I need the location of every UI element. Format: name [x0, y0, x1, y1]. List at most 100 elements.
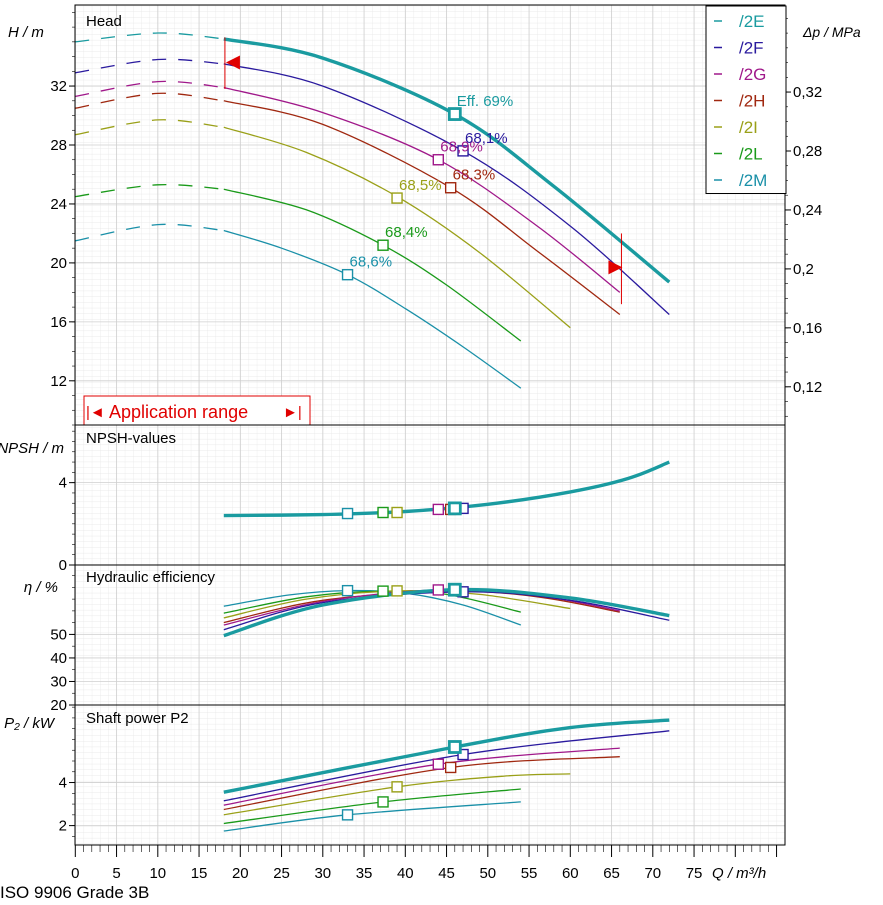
standard-footer: ISO 9906 Grade 3B — [0, 883, 149, 902]
application-range-label: Application range — [109, 402, 248, 422]
y-tick-label: 12 — [50, 373, 67, 390]
y2-tick-label: 0,16 — [793, 320, 822, 337]
legend-label-2I: /2I — [739, 118, 758, 137]
power-bep-marker-2M — [341, 809, 354, 821]
legend-label-2H: /2H — [739, 92, 765, 111]
head-curve-2E-dashed — [75, 32, 224, 43]
npsh-curve-2E — [223, 460, 670, 518]
y2-tick-label: 0,32 — [793, 84, 822, 101]
efficiency-label-2E: Eff. 69% — [457, 93, 513, 110]
power-bep-marker-2H — [444, 761, 457, 774]
y2-tick-label: 0,2 — [793, 261, 814, 278]
efficiency-y-axis-label: η / % — [24, 579, 58, 596]
range-start-marker: |◄ — [86, 404, 105, 421]
efficiency-label-2M: 68,6% — [350, 254, 393, 271]
x-tick-label: 15 — [191, 865, 208, 882]
head-bep-marker-2F — [457, 145, 469, 157]
power-bep-marker-2I — [391, 781, 403, 793]
head-curve-2H-dashed — [75, 92, 224, 109]
efficiency-bep-marker-2L — [377, 585, 389, 597]
head-bep-marker-2M — [341, 268, 354, 281]
head-curve-2M-dashed — [75, 223, 224, 242]
head-bep-marker-2E — [447, 107, 462, 121]
npsh-y-axis-label: NPSH / m — [0, 440, 64, 457]
npsh-bep-marker-2I — [391, 506, 403, 519]
x-tick-label: 45 — [438, 865, 455, 882]
efficiency-bep-marker-2M — [341, 584, 354, 597]
efficiency-panel-title: Hydraulic efficiency — [86, 569, 215, 586]
power-bep-marker-2F — [457, 748, 469, 761]
x-tick-label: 40 — [397, 865, 414, 882]
legend-label-2L: /2L — [739, 145, 763, 164]
npsh-bep-marker-2E — [447, 501, 462, 516]
power-y-axis-label: P₂ / kW — [4, 715, 56, 732]
y-tick-label: 16 — [50, 314, 67, 331]
x-tick-label: 0 — [71, 865, 79, 882]
x-axis-label: Q / m³/h — [712, 865, 766, 882]
min-flow-limit-marker — [225, 55, 240, 70]
y2-tick-label: 0,24 — [793, 202, 822, 219]
x-tick-label: 25 — [273, 865, 290, 882]
x-tick-label: 60 — [562, 865, 579, 882]
grid-layer — [74, 5, 785, 845]
y-tick-label: 50 — [50, 626, 67, 643]
power-bep-marker-2L — [377, 796, 389, 808]
head-y-axis-label: H / m — [8, 24, 44, 41]
efficiency-bep-marker-2E — [447, 582, 462, 597]
range-end-marker: ►| — [283, 404, 302, 421]
y2-tick-label: 0,28 — [793, 143, 822, 160]
head-bep-marker-2L — [377, 239, 389, 251]
efficiency-label-2I: 68,5% — [399, 177, 442, 194]
efficiency-grid — [75, 565, 785, 705]
efficiency-bep-marker-2I — [391, 585, 403, 597]
y-tick-label: 32 — [50, 78, 67, 95]
y-tick-label: 40 — [50, 650, 67, 667]
x-tick-label: 50 — [479, 865, 496, 882]
x-tick-label: 65 — [603, 865, 620, 882]
y-tick-label: 20 — [50, 697, 67, 714]
npsh-grid — [75, 425, 785, 565]
efficiency-bep-marker-2G — [432, 584, 444, 596]
labels-layer: Head H / m Δp / MPa NPSH-values NPSH / m… — [0, 12, 861, 902]
power-curve-2I — [223, 773, 571, 816]
legend-label-2G: /2G — [739, 65, 766, 84]
x-tick-label: 5 — [112, 865, 120, 882]
y2-tick-label: 0,12 — [793, 379, 822, 396]
y-tick-label: 4 — [59, 475, 67, 492]
legend-label-2F: /2F — [739, 39, 764, 58]
efficiency-label-2L: 68,4% — [385, 224, 428, 241]
application-range-box — [83, 395, 311, 426]
y-tick-label: 0 — [59, 557, 67, 574]
npsh-bep-marker-2G — [432, 503, 444, 516]
legend-label-2E: /2E — [739, 12, 765, 31]
x-tick-label: 55 — [521, 865, 538, 882]
npsh-panel-title: NPSH-values — [86, 430, 176, 447]
pressure-y-axis-label: Δp / MPa — [802, 24, 861, 40]
legend-label-2M: /2M — [739, 171, 767, 190]
head-grid — [75, 5, 785, 425]
npsh-bep-marker-2M — [341, 507, 354, 520]
x-tick-label: 20 — [232, 865, 249, 882]
head-bep-marker-2I — [391, 192, 403, 204]
efficiency-label-2G: 68,9% — [440, 139, 483, 156]
efficiency-label-2F: 68,1% — [465, 130, 508, 147]
npsh-bep-marker-2L — [377, 506, 389, 519]
x-tick-label: 75 — [686, 865, 703, 882]
power-grid — [75, 705, 785, 845]
head-bep-marker-2H — [444, 182, 457, 194]
head-curve-2L-dashed — [75, 183, 224, 198]
power-bep-marker-2E — [447, 740, 462, 754]
x-tick-label: 10 — [149, 865, 166, 882]
head-curve-2F-dashed — [75, 58, 224, 74]
head-curve-2M — [223, 229, 522, 389]
efficiency-label-2H: 68,3% — [453, 167, 496, 184]
y-tick-label: 2 — [59, 818, 67, 835]
head-curve-2I-dashed — [75, 119, 224, 136]
head-bep-marker-2G — [432, 154, 444, 166]
x-tick-label: 35 — [356, 865, 373, 882]
y-tick-label: 24 — [50, 196, 67, 213]
max-flow-limit-marker — [608, 260, 623, 275]
power-bep-marker-2G — [432, 758, 444, 770]
power-panel-title: Shaft power P2 — [86, 710, 189, 727]
